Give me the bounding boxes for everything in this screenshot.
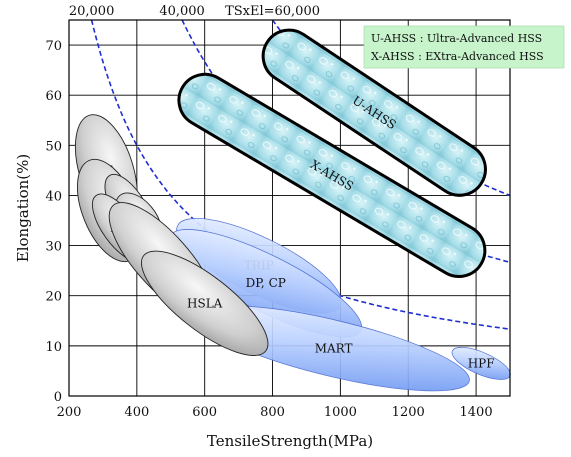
iso-curve-label-3: TSxEl=60,000 [225, 4, 320, 19]
y-tick-20: 20 [45, 290, 62, 305]
region-mart-label: MART [315, 341, 353, 355]
region-hsla-label: HSLA [187, 296, 223, 310]
region-x-ahss: X-AHSS [177, 72, 487, 278]
y-tick-30: 30 [45, 240, 62, 255]
region-dp-cp-label: DP, CP [246, 276, 286, 290]
iso-curve-label-2: 40,000 [159, 4, 205, 19]
x-tick-1200: 1200 [392, 405, 425, 420]
x-tick-labels: 200 400 600 800 1000 1200 1400 [57, 405, 493, 420]
y-tick-70: 70 [45, 39, 62, 54]
x-tick-200: 200 [57, 405, 82, 420]
region-hpf-label: HPF [468, 356, 495, 370]
iso-curve-1 [90, 19, 509, 330]
legend: U-AHSS : Ultra-Advanced HSS X-AHSS : EXt… [363, 25, 565, 69]
legend-box [363, 25, 565, 69]
y-tick-60: 60 [45, 89, 62, 104]
y-tick-50: 50 [45, 139, 62, 154]
iso-curve-label-1: 20,000 [69, 4, 115, 19]
plot-border [68, 19, 511, 397]
x-tick-400: 400 [124, 405, 149, 420]
y-tick-40: 40 [45, 189, 62, 204]
y-tick-10: 10 [45, 340, 62, 355]
y-axis-title: Elongation(%) [14, 154, 32, 262]
region-u-ahss-shape [261, 28, 487, 197]
y-tick-0: 0 [54, 390, 62, 405]
x-tick-1400: 1400 [460, 405, 493, 420]
x-tick-600: 600 [192, 405, 217, 420]
legend-entry-x-ahss: X-AHSS : EXtra-Advanced HSS [371, 50, 544, 63]
region-x-ahss-shape [177, 72, 487, 278]
legend-entry-u-ahss: U-AHSS : Ultra-Advanced HSS [371, 32, 542, 45]
region-mart: MART [197, 305, 470, 392]
x-tick-800: 800 [260, 405, 285, 420]
region-hsla: HSLA [141, 250, 269, 356]
iso-curve-labels: 20,000 40,000 TSxEl=60,000 [69, 4, 320, 19]
y-tick-labels: 0 10 20 30 40 50 60 70 [45, 39, 62, 405]
x-axis-title: TensileStrength(MPa) [207, 432, 373, 450]
x-tick-1000: 1000 [324, 405, 357, 420]
region-u-ahss: U-AHSS [261, 28, 487, 197]
